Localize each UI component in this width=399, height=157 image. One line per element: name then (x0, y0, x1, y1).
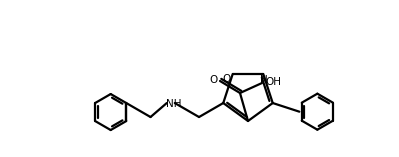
Text: NH: NH (166, 99, 182, 109)
Text: OH: OH (265, 77, 281, 87)
Text: O: O (223, 74, 231, 84)
Text: N: N (261, 75, 268, 85)
Text: O: O (210, 75, 218, 85)
